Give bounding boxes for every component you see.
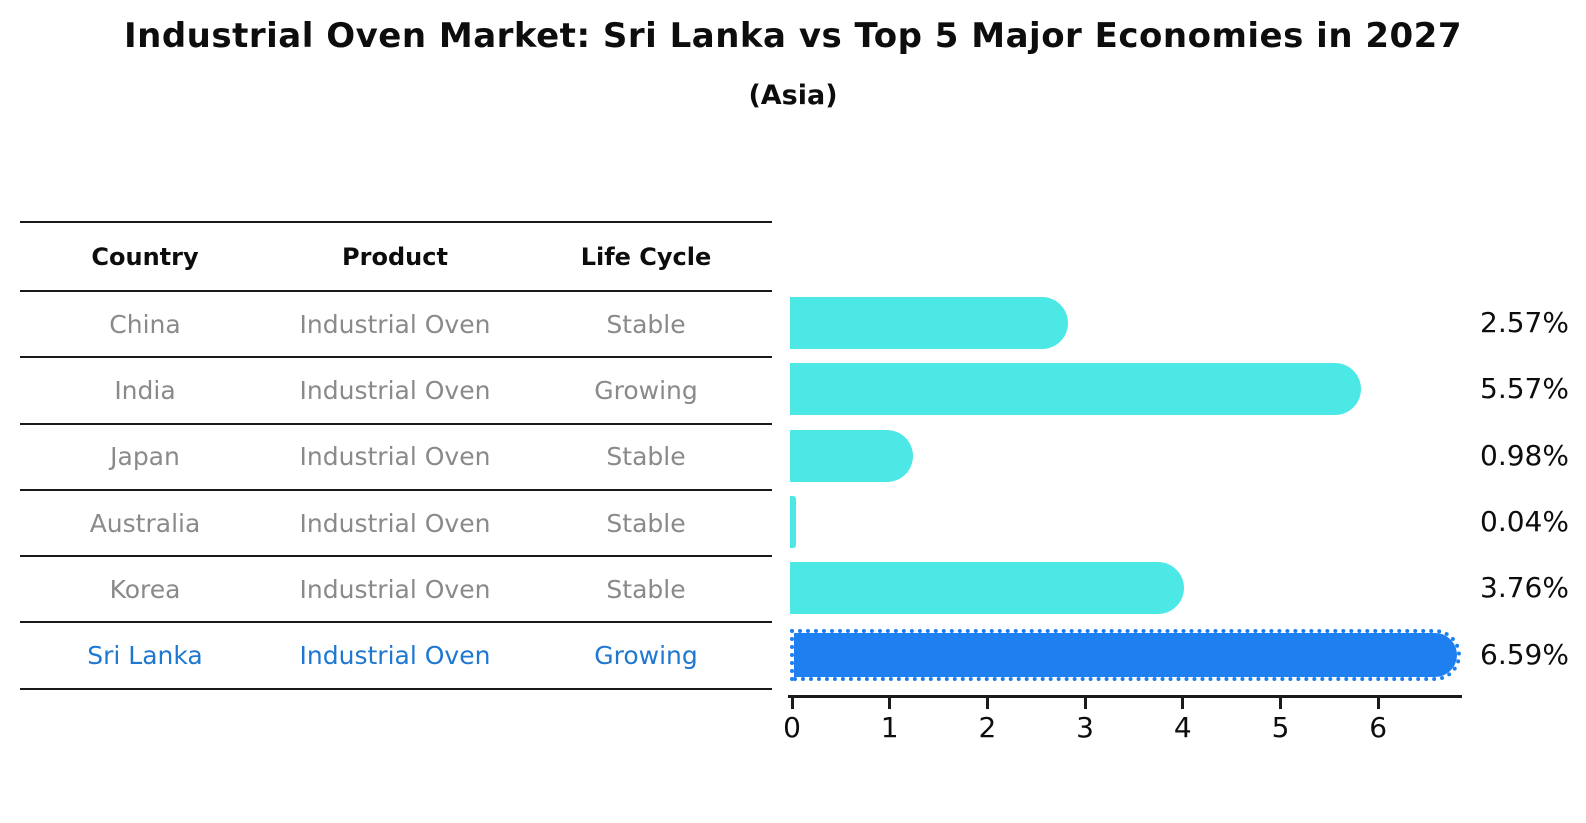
- cell-country: Japan: [110, 442, 180, 472]
- x-axis-tick-label: 3: [1076, 711, 1094, 744]
- header-cell-product: Product: [342, 242, 448, 271]
- header-cell-country: Country: [91, 242, 199, 271]
- cell-country: China: [109, 309, 181, 339]
- cell-country: Korea: [109, 574, 181, 604]
- cell-product: Industrial Oven: [299, 641, 491, 671]
- value-label: 2.57%: [1480, 306, 1569, 340]
- cell-lifecycle: Growing: [594, 375, 698, 405]
- value-label: 3.76%: [1480, 571, 1569, 605]
- value-label: 6.59%: [1480, 637, 1569, 671]
- x-axis-tick-label: 6: [1369, 711, 1388, 744]
- x-axis-tick-label: 2: [978, 711, 997, 744]
- cell-product: Industrial Oven: [299, 508, 491, 538]
- bar: [790, 496, 796, 548]
- cell-country: Sri Lanka: [87, 641, 203, 671]
- cell-lifecycle: Stable: [606, 508, 686, 538]
- x-axis-tick: [1279, 698, 1282, 709]
- x-axis-tick-label: 0: [783, 711, 801, 744]
- cell-lifecycle: Stable: [606, 309, 686, 339]
- value-label: 5.57%: [1480, 372, 1569, 406]
- x-axis: [788, 695, 1462, 698]
- bar: [790, 562, 1184, 615]
- cell-lifecycle: Stable: [606, 574, 686, 604]
- table-row: Australia Industrial Oven Stable: [20, 488, 772, 555]
- cell-product: Industrial Oven: [299, 309, 491, 339]
- bar: [790, 363, 1361, 416]
- value-label: 0.04%: [1480, 505, 1569, 538]
- page-subtitle: (Asia): [748, 80, 838, 111]
- bar-highlighted: [790, 628, 1461, 681]
- table-row: Korea Industrial Oven Stable: [20, 555, 772, 621]
- x-axis-tick-label: 4: [1173, 711, 1192, 744]
- table-row: Sri Lanka Industrial Oven Growing: [20, 621, 772, 690]
- table-header-row: Country Product Life Cycle: [20, 221, 772, 290]
- table-row: Japan Industrial Oven Stable: [20, 422, 772, 489]
- x-axis-tick-label: 1: [880, 711, 899, 744]
- cell-lifecycle: Stable: [606, 442, 686, 472]
- bar: [790, 429, 913, 482]
- x-axis-tick: [1083, 698, 1087, 709]
- x-axis-tick: [1376, 698, 1380, 709]
- cell-product: Industrial Oven: [299, 574, 491, 604]
- x-axis-tick: [790, 698, 794, 709]
- header-cell-lifecycle: Life Cycle: [580, 242, 712, 271]
- bar: [790, 297, 1068, 350]
- data-table: Country Product Life Cycle China Industri…: [20, 221, 772, 690]
- x-axis-tick-label: 5: [1271, 711, 1290, 744]
- cell-lifecycle: Growing: [594, 641, 698, 671]
- cell-product: Industrial Oven: [299, 442, 491, 472]
- table-row: India Industrial Oven Growing: [20, 356, 772, 422]
- table-row: China Industrial Oven Stable: [20, 290, 772, 356]
- x-axis-tick: [985, 698, 989, 709]
- page-title: Industrial Oven Market: Sri Lanka vs Top…: [123, 16, 1463, 56]
- cell-product: Industrial Oven: [299, 375, 491, 405]
- x-axis-tick: [1181, 698, 1185, 709]
- value-label: 0.98%: [1480, 438, 1569, 472]
- x-axis-tick: [888, 698, 892, 709]
- cell-country: Australia: [89, 508, 201, 538]
- cell-country: India: [114, 375, 176, 405]
